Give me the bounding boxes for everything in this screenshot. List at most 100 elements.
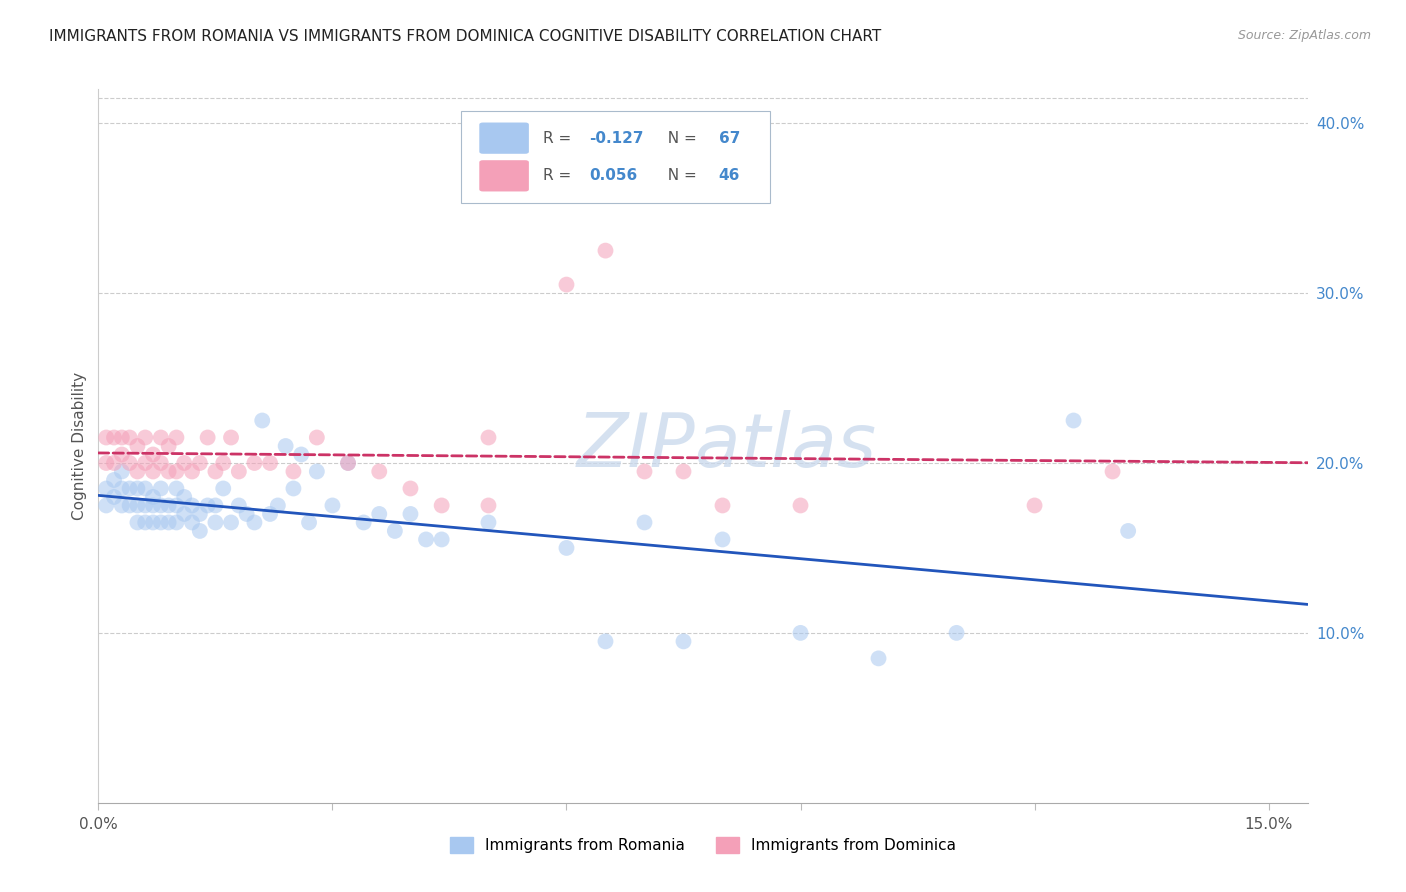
Legend: Immigrants from Romania, Immigrants from Dominica: Immigrants from Romania, Immigrants from… — [444, 831, 962, 859]
Point — [212, 482, 235, 496]
Text: -0.127: -0.127 — [589, 130, 644, 145]
Point — [283, 465, 305, 479]
Point — [337, 456, 360, 470]
Point — [142, 499, 165, 513]
Point — [259, 456, 281, 470]
Point — [204, 516, 226, 530]
Point — [157, 516, 180, 530]
Point — [868, 651, 890, 665]
Point — [477, 516, 499, 530]
Point — [149, 456, 172, 470]
Point — [672, 634, 695, 648]
Point — [134, 456, 156, 470]
Text: Source: ZipAtlas.com: Source: ZipAtlas.com — [1237, 29, 1371, 42]
Point — [118, 456, 141, 470]
Point — [127, 482, 149, 496]
Point — [399, 482, 422, 496]
Point — [595, 244, 617, 258]
Text: N =: N = — [658, 130, 702, 145]
Point — [1101, 465, 1123, 479]
Y-axis label: Cognitive Disability: Cognitive Disability — [72, 372, 87, 520]
Point — [1063, 413, 1085, 427]
Point — [477, 499, 499, 513]
Point — [188, 524, 211, 538]
Point — [134, 430, 156, 444]
Point — [430, 533, 453, 547]
Point — [353, 516, 375, 530]
Point — [165, 482, 187, 496]
Text: R =: R = — [543, 169, 576, 184]
Text: R =: R = — [543, 130, 576, 145]
Point — [368, 465, 391, 479]
Point — [399, 507, 422, 521]
Point — [188, 507, 211, 521]
Point — [142, 490, 165, 504]
Point — [219, 430, 242, 444]
Point — [149, 482, 172, 496]
Point — [142, 448, 165, 462]
Point — [212, 456, 235, 470]
Point — [633, 516, 655, 530]
Point — [337, 456, 360, 470]
Point — [243, 456, 266, 470]
Point — [111, 465, 134, 479]
Point — [111, 448, 134, 462]
Point — [259, 507, 281, 521]
Point — [368, 507, 391, 521]
Point — [127, 516, 149, 530]
Point — [111, 482, 134, 496]
Point — [672, 465, 695, 479]
Point — [118, 430, 141, 444]
Point — [228, 465, 250, 479]
Point — [157, 499, 180, 513]
Text: 46: 46 — [718, 169, 740, 184]
Point — [204, 499, 226, 513]
Point — [298, 516, 321, 530]
Point — [149, 499, 172, 513]
Point — [219, 516, 242, 530]
Point — [181, 465, 204, 479]
Point — [283, 482, 305, 496]
Point — [103, 430, 125, 444]
Point — [165, 465, 187, 479]
Point — [127, 439, 149, 453]
Point — [1116, 524, 1139, 538]
Point — [321, 499, 343, 513]
FancyBboxPatch shape — [479, 161, 529, 192]
Point — [228, 499, 250, 513]
Point — [711, 499, 734, 513]
Text: 67: 67 — [718, 130, 740, 145]
Point — [165, 516, 187, 530]
Point — [96, 456, 118, 470]
Point — [415, 533, 437, 547]
Point — [96, 430, 118, 444]
Point — [103, 456, 125, 470]
Point — [274, 439, 297, 453]
Point — [157, 465, 180, 479]
Point — [103, 490, 125, 504]
Point — [165, 499, 187, 513]
Point — [711, 533, 734, 547]
Point — [243, 516, 266, 530]
Text: ZIPatlas: ZIPatlas — [576, 410, 877, 482]
FancyBboxPatch shape — [479, 122, 529, 153]
Point — [134, 516, 156, 530]
Point — [430, 499, 453, 513]
Point — [173, 456, 195, 470]
Point — [267, 499, 290, 513]
Point — [118, 482, 141, 496]
Point — [252, 413, 274, 427]
Point — [157, 439, 180, 453]
Point — [197, 499, 219, 513]
Point — [235, 507, 257, 521]
Point — [477, 430, 499, 444]
Point — [127, 465, 149, 479]
Point — [173, 507, 195, 521]
Point — [181, 499, 204, 513]
Point — [789, 499, 811, 513]
Point — [197, 430, 219, 444]
Point — [204, 465, 226, 479]
Point — [789, 626, 811, 640]
Point — [111, 430, 134, 444]
Point — [181, 516, 204, 530]
